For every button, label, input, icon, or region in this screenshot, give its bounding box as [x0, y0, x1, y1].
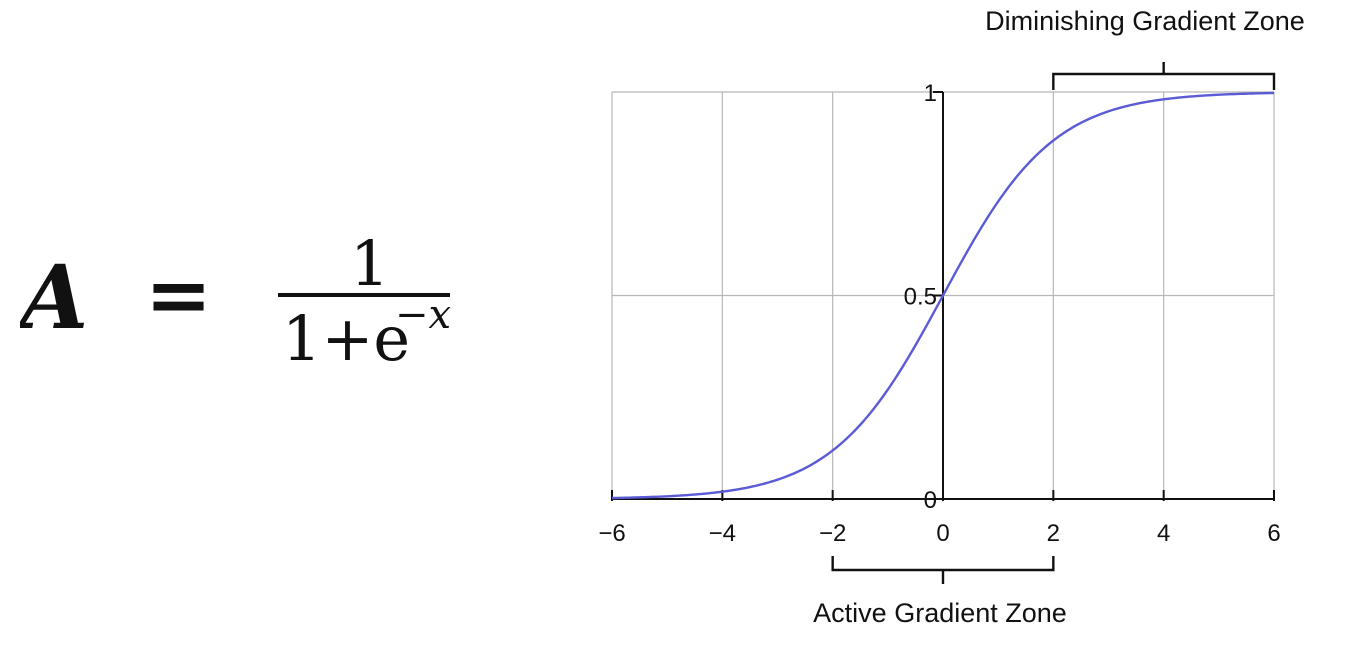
x-tick-label: 6 — [1267, 520, 1280, 547]
formula-numerator: 1 — [350, 227, 389, 300]
annotations: Diminishing Gradient Zone Active Gradient… — [813, 6, 1305, 628]
y-tick-label: 1 — [924, 80, 937, 107]
x-tick-label: 2 — [1047, 520, 1060, 547]
label-diminishing-gradient-zone: Diminishing Gradient Zone — [985, 6, 1305, 36]
bracket-diminishing-zone — [1052, 62, 1276, 90]
x-tick-label: 4 — [1157, 520, 1170, 547]
label-active-gradient-zone: Active Gradient Zone — [813, 598, 1067, 628]
formula-equals: = — [145, 247, 212, 341]
x-tick-label: −2 — [819, 520, 846, 547]
curve-layer — [611, 91, 1275, 500]
tick-labels: −6 −4 −2 0 2 4 6 0 0.5 1 — [598, 80, 1280, 547]
bracket-active-zone — [831, 556, 1055, 584]
formula-denominator: 1+e — [282, 302, 410, 375]
y-tick-label: 0 — [924, 487, 937, 514]
x-tick-label: −6 — [598, 520, 625, 547]
formula-lhs: A — [20, 245, 88, 349]
formula-exponent: −x — [395, 292, 451, 338]
y-tick-label: 0.5 — [904, 284, 937, 311]
sigmoid-curve — [611, 91, 1275, 500]
sigmoid-formula: A = 1 1+e −x — [20, 227, 451, 375]
x-tick-label: −4 — [709, 520, 736, 547]
x-tick-label: 0 — [936, 520, 949, 547]
